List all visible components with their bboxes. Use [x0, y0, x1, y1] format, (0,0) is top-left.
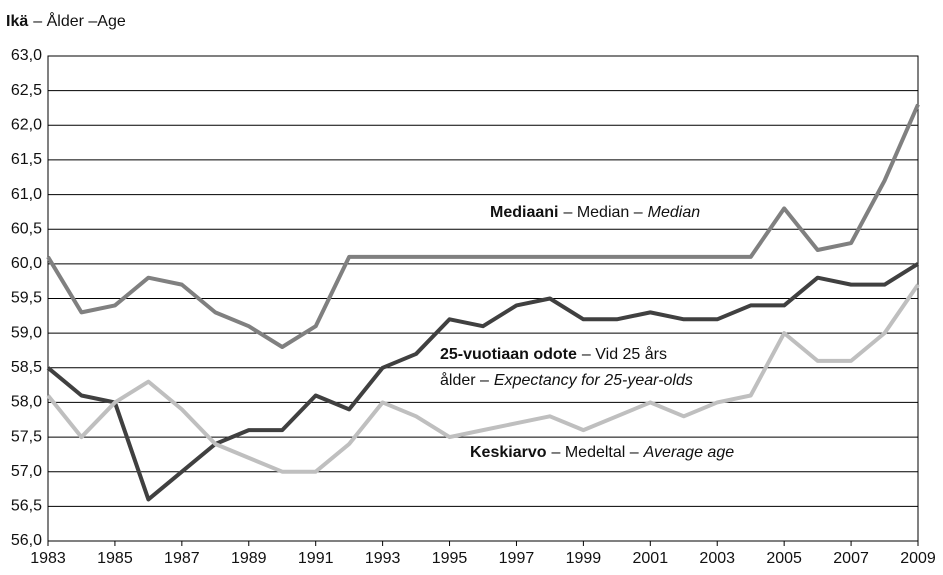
- y-tick-label: 61,5: [11, 151, 42, 168]
- series-line: [46, 103, 920, 349]
- x-tick-label: 2001: [633, 550, 669, 567]
- x-tick-label: 2007: [833, 550, 869, 567]
- x-tick-label: 2005: [766, 550, 802, 567]
- series-name: 25-vuotiaan odote: [440, 346, 577, 363]
- y-tick-label: 59,5: [11, 290, 42, 307]
- series-label: Mediaani – Median – Median: [490, 204, 700, 221]
- y-tick-label: 59,0: [11, 324, 42, 341]
- series-name: Mediaani: [490, 204, 558, 221]
- y-tick-label: 60,0: [11, 255, 42, 272]
- y-tick-label: 61,0: [11, 186, 42, 203]
- y-tick-label: 57,5: [11, 428, 42, 445]
- y-tick-label: 62,0: [11, 117, 42, 134]
- x-tick-label: 1989: [231, 550, 267, 567]
- x-tick-label: 1987: [164, 550, 200, 567]
- x-tick-label: 1997: [499, 550, 535, 567]
- x-tick-label: 1993: [365, 550, 401, 567]
- x-tick-label: 1995: [432, 550, 468, 567]
- series-label-part: Median: [648, 204, 701, 221]
- series-label: Keskiarvo – Medeltal – Average age: [470, 444, 734, 461]
- y-tick-label: 62,5: [11, 82, 42, 99]
- x-tick-label: 2009: [900, 550, 936, 567]
- y-tick-label: 58,5: [11, 359, 42, 376]
- y-axis-title-bold: Ikä: [6, 13, 28, 30]
- y-tick-label: 60,5: [11, 220, 42, 237]
- series-label-part: – Medeltal –: [552, 444, 639, 461]
- x-tick-label: 1999: [566, 550, 602, 567]
- y-tick-label: 63,0: [11, 47, 42, 64]
- x-tick-label: 2003: [699, 550, 735, 567]
- series-label-part: Average age: [643, 444, 735, 461]
- series-label-part: ålder –: [440, 371, 489, 389]
- series-label-part: Expectancy for 25-year-olds: [494, 372, 693, 389]
- x-tick-label: 1983: [30, 550, 66, 567]
- series-label: ålder – Expectancy for 25-year-olds: [440, 371, 693, 389]
- plot-frame: [47, 55, 919, 542]
- y-axis-title: Ikä – Ålder –Age: [6, 11, 126, 30]
- series-label-part: – Median –: [563, 204, 642, 221]
- series-name: Keskiarvo: [470, 444, 547, 461]
- y-tick-label: 56,0: [11, 532, 42, 549]
- y-tick-label: 58,0: [11, 394, 42, 411]
- y-tick-label: 57,0: [11, 463, 42, 480]
- x-tick-label: 1985: [97, 550, 133, 567]
- series-line: [46, 262, 920, 502]
- x-tick-label: 1991: [298, 550, 334, 567]
- series-label: 25-vuotiaan odote – Vid 25 års: [440, 345, 667, 363]
- series-label-part: – Vid 25 års: [582, 345, 667, 363]
- y-tick-label: 56,5: [11, 498, 42, 515]
- y-axis-title-rest: – Ålder –Age: [33, 11, 126, 30]
- series-line: [46, 283, 920, 474]
